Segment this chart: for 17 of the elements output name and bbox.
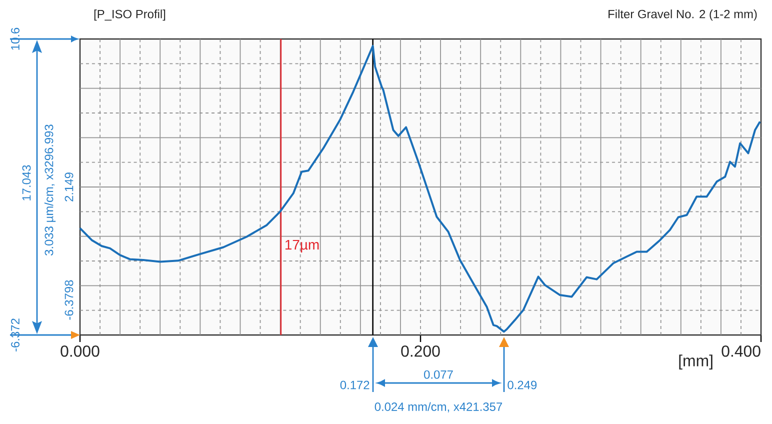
ref-line-label: 17µm <box>285 240 319 252</box>
y-tick-label: -6.372 <box>11 318 20 352</box>
text: 2.149 <box>64 172 74 202</box>
x-tick-label: 0.400 <box>722 346 760 357</box>
chart-subtitle: [P_ISO Profil] <box>94 10 166 21</box>
x-tick-label: 0.200 <box>401 346 440 357</box>
text: 0.024 mm/cm, x421.357 <box>374 402 502 412</box>
chart-title: Filter Gravel No. 2 (1-2 mm) <box>608 10 757 21</box>
text: 0.172 <box>340 380 370 390</box>
x-axis-title: [mm] <box>679 354 712 370</box>
x-tick-label: 0.000 <box>60 346 100 357</box>
line-series <box>79 44 761 333</box>
text: 0.077 <box>424 370 453 379</box>
text: 3.033 µm/cm, x3296.993 <box>44 124 56 256</box>
text: -6.3798 <box>64 280 74 320</box>
text: 0.249 <box>508 380 537 390</box>
text: 17.043 <box>22 165 31 200</box>
